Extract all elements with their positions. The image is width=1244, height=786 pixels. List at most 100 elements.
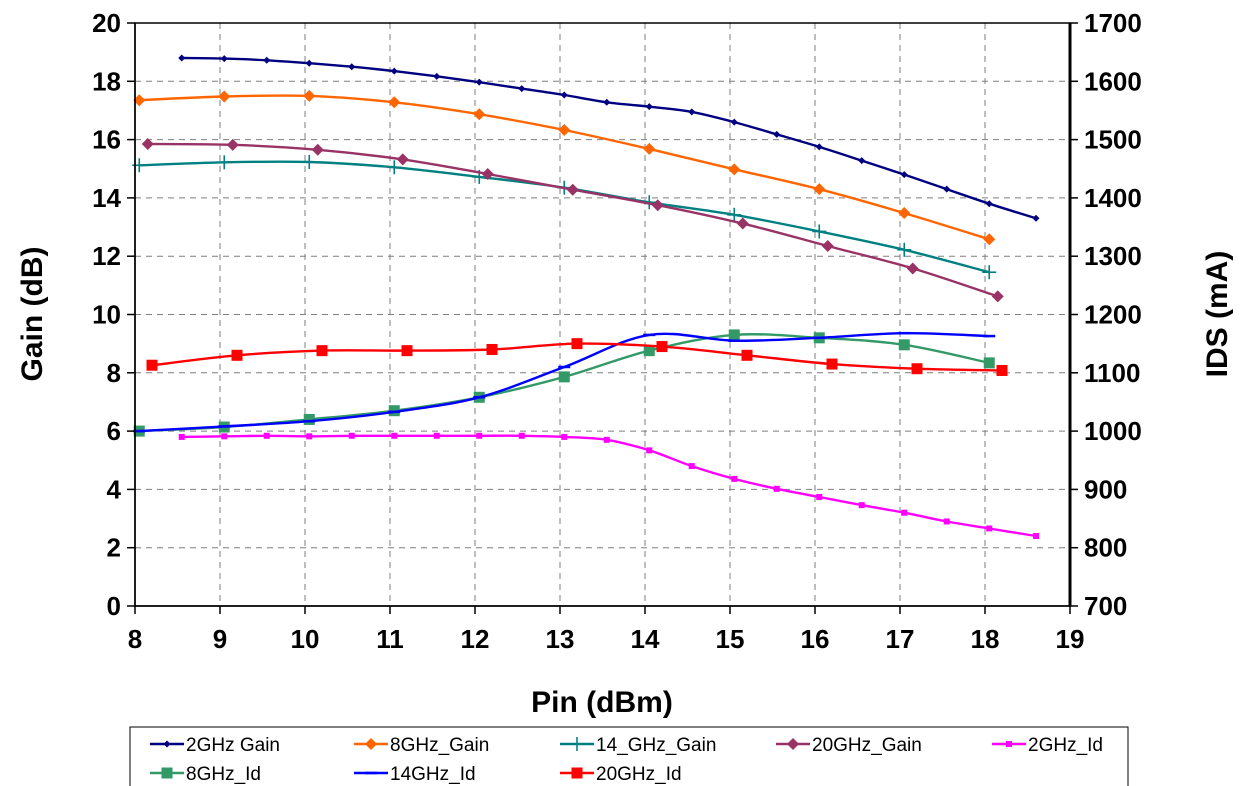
data-point: [943, 518, 950, 525]
y2-tick-label: 1000: [1084, 416, 1142, 446]
y-tick-label: 18: [92, 66, 121, 96]
y-tick-label: 20: [92, 8, 121, 38]
data-point: [218, 90, 231, 103]
y-tick-label: 0: [107, 591, 121, 621]
legend-label: 14GHz_Id: [390, 764, 476, 785]
legend-item: 20GHz_Id: [560, 764, 682, 785]
data-point: [571, 338, 583, 350]
x-tick-label: 16: [801, 624, 830, 654]
data-point: [815, 143, 823, 151]
data-point: [1033, 533, 1039, 540]
x-tick-label: 15: [716, 624, 745, 654]
data-point: [741, 349, 753, 361]
y-tick-label: 12: [92, 241, 121, 271]
data-point: [560, 91, 568, 99]
data-point: [566, 183, 579, 196]
x-tick-label: 19: [1056, 624, 1085, 654]
legend-item: 2GHz_Id: [992, 735, 1103, 756]
y-tick-label: 14: [92, 183, 121, 213]
data-point: [986, 525, 993, 532]
legend-swatch-marker: [161, 767, 173, 779]
data-point: [561, 433, 568, 440]
data-point: [263, 56, 271, 64]
data-point: [826, 358, 838, 370]
y2-tick-label: 1600: [1084, 66, 1142, 96]
data-point: [996, 364, 1008, 376]
legend-item: 14GHz_Id: [354, 764, 476, 785]
data-point: [348, 63, 356, 71]
data-point: [816, 493, 823, 500]
grid: [135, 23, 1070, 606]
legend-label: 2GHz Gain: [186, 735, 280, 756]
data-point: [475, 78, 483, 86]
legend-item: 8GHz_Id: [150, 764, 261, 785]
data-point: [481, 167, 494, 180]
data-point: [348, 432, 355, 439]
data-point: [221, 433, 228, 440]
data-point: [646, 447, 653, 454]
legend-swatch-marker: [571, 767, 583, 779]
legend-swatch-marker: [1006, 741, 1012, 747]
y2-axis-title: IDS (mA): [1201, 251, 1234, 378]
legend-label: 14_GHz_Gain: [596, 735, 716, 756]
data-point: [518, 432, 525, 439]
data-point: [983, 233, 996, 246]
data-point: [985, 200, 993, 208]
data-point: [226, 138, 239, 151]
y2-tick-label: 700: [1084, 591, 1127, 621]
data-point: [473, 108, 486, 121]
data-point: [1032, 214, 1040, 222]
data-point: [603, 98, 611, 106]
data-point: [388, 96, 401, 109]
data-point: [858, 157, 866, 165]
data-point: [387, 160, 402, 175]
data-point: [133, 94, 146, 107]
data-point: [303, 89, 316, 102]
data-point: [433, 72, 441, 80]
data-point: [643, 345, 655, 357]
x-tick-label: 13: [546, 624, 575, 654]
y-tick-label: 2: [107, 533, 121, 563]
data-point: [736, 217, 749, 230]
y2-tick-label: 1700: [1084, 8, 1142, 38]
series-14ghz-id: [133, 331, 996, 433]
data-point: [858, 502, 865, 509]
data-point: [603, 436, 610, 443]
data-point: [305, 59, 313, 67]
data-point: [898, 207, 911, 220]
data-point: [982, 265, 997, 280]
legend-swatch-marker: [787, 738, 799, 750]
data-point: [311, 143, 324, 156]
data-point: [911, 363, 923, 375]
data-point: [303, 413, 315, 425]
data-point: [316, 345, 328, 357]
data-point: [983, 357, 995, 369]
x-tick-label: 17: [886, 624, 915, 654]
y-tick-label: 6: [107, 416, 121, 446]
legend: 2GHz Gain 8GHz_Gain 14_GHz_Gain 20GHz_Gain 2…: [129, 726, 1129, 786]
y2-tick-label: 900: [1084, 474, 1127, 504]
series-layer: [132, 54, 1040, 540]
y-tick-label: 8: [107, 358, 121, 388]
data-point: [991, 290, 1004, 303]
y-tick-label: 10: [92, 300, 121, 330]
data-point: [645, 103, 653, 111]
data-point: [178, 54, 186, 62]
legend-label: 20GHz_Id: [596, 764, 682, 785]
x-axis-title: Pin (dBm): [531, 686, 673, 719]
y-tick-label: 16: [92, 125, 121, 155]
y2-tick-label: 1400: [1084, 183, 1142, 213]
data-point: [688, 463, 695, 470]
ticks: 0 2 4 6 8 10 12 14 16 18 20 700 800 900 1000 1100 1200 13…: [92, 8, 1142, 654]
data-point: [898, 339, 910, 351]
data-point: [897, 242, 912, 257]
series-20ghz-gain: [141, 137, 1004, 303]
data-point: [217, 155, 232, 170]
data-point: [651, 199, 664, 212]
data-point: [558, 371, 570, 383]
data-point: [476, 432, 483, 439]
data-point: [220, 55, 228, 63]
data-point: [728, 329, 740, 341]
data-point: [146, 359, 158, 371]
series-8ghz-gain: [133, 89, 996, 246]
